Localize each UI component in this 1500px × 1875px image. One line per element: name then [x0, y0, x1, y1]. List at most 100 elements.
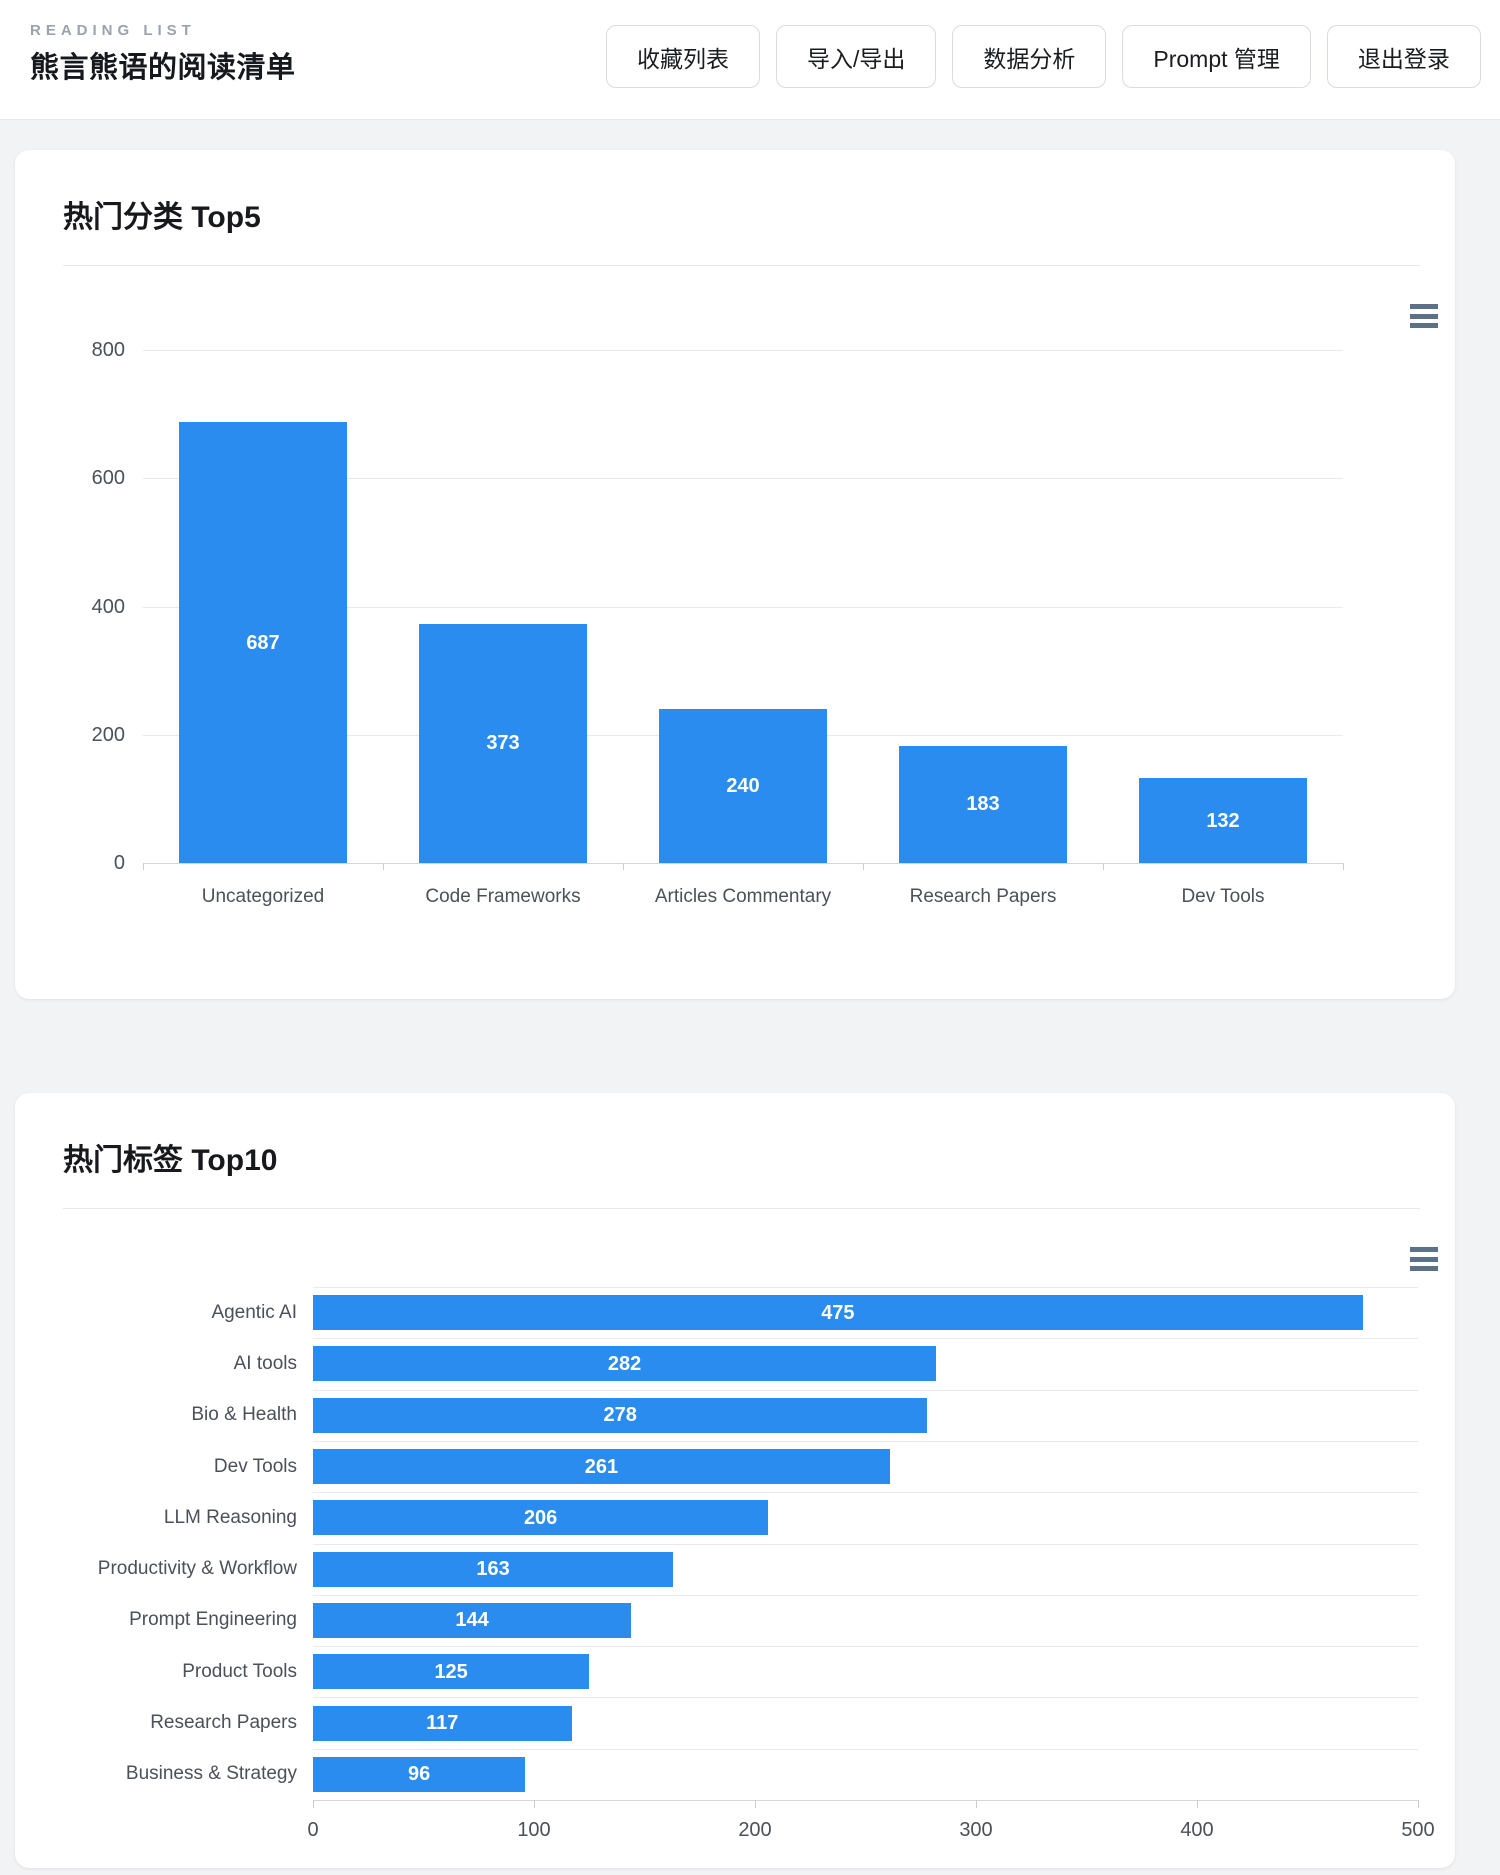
row-gridline [313, 1594, 1418, 1596]
tag-bar[interactable] [313, 1551, 674, 1587]
row-gridline [313, 1543, 1418, 1545]
tags-bar-chart: 0 100 200 300 400 500 475 Agentic AI 282 AI tools… [15, 1093, 1455, 1868]
data-analysis-button[interactable]: 数据分析 [952, 25, 1107, 88]
x-axis-tick [863, 863, 864, 870]
hamburger-bar [1410, 1247, 1438, 1252]
bar-value-label: 475 [821, 1301, 855, 1324]
x-tick-label: 0 [307, 1819, 319, 1841]
import-export-button[interactable]: 导入/导出 [776, 25, 937, 88]
card-divider [63, 1208, 1420, 1209]
bar-value-label: 240 [726, 775, 760, 798]
bar-value-label: 278 [603, 1404, 637, 1427]
x-axis-tick [623, 863, 624, 870]
tag-label: Agentic AI [211, 1301, 297, 1323]
bar-value-label: 125 [434, 1660, 468, 1683]
tag-label: LLM Reasoning [163, 1506, 297, 1528]
x-axis-line [313, 1800, 1418, 1801]
y-tick-label: 400 [91, 595, 125, 618]
popular-tags-card: 热门标签 Top10 0 100 200 300 400 500 475 Agentic AI… [15, 1093, 1455, 1868]
tag-bar[interactable] [313, 1397, 928, 1433]
bar-value-label: 163 [476, 1558, 510, 1581]
x-axis-tick [976, 1800, 977, 1808]
prompt-management-button[interactable]: Prompt 管理 [1122, 25, 1311, 88]
hamburger-bar [1410, 323, 1438, 328]
tag-label: Bio & Health [191, 1404, 297, 1426]
tag-bar[interactable] [313, 1449, 890, 1485]
card-title-categories: 热门分类 Top5 [63, 201, 261, 234]
row-gridline [313, 1492, 1418, 1494]
x-axis-line [143, 863, 1343, 864]
tag-label: Research Papers [150, 1712, 297, 1734]
categories-bar-chart: 0 200 400 600 800 687 Uncategorized 373 Code Fra… [15, 150, 1455, 999]
data-view-icon[interactable] [1410, 304, 1438, 328]
y-gridline [143, 478, 1343, 480]
y-tick-label: 0 [113, 852, 125, 874]
tag-bar[interactable] [313, 1602, 632, 1638]
category-bar[interactable] [419, 623, 587, 863]
logout-button[interactable]: 退出登录 [1326, 25, 1481, 88]
category-bar[interactable] [179, 422, 347, 863]
category-label: Research Papers [909, 886, 1057, 907]
x-tick-label: 400 [1180, 1819, 1214, 1841]
tag-label: AI tools [233, 1352, 297, 1374]
tag-bar[interactable] [313, 1346, 937, 1382]
tag-bar[interactable] [313, 1654, 590, 1690]
x-axis-tick [1418, 1800, 1419, 1808]
x-axis-tick [383, 863, 384, 870]
tag-label: Business & Strategy [125, 1763, 297, 1785]
top-header: READING LIST 熊言熊语的阅读清单 收藏列表 导入/导出 数据分析 Prom… [0, 0, 1500, 120]
row-gridline [313, 1287, 1418, 1288]
tag-label: Product Tools [182, 1660, 297, 1682]
row-gridline [313, 1697, 1418, 1699]
header-nav: 收藏列表 导入/导出 数据分析 Prompt 管理 退出登录 [606, 25, 1481, 88]
hamburger-bar [1410, 1266, 1438, 1271]
x-axis-tick [143, 863, 144, 870]
y-tick-label: 600 [91, 467, 125, 490]
row-gridline [313, 1748, 1418, 1750]
site-eyebrow: READING LIST [30, 22, 196, 39]
x-tick-label: 200 [738, 1819, 772, 1841]
bar-value-label: 183 [966, 793, 1000, 816]
x-tick-label: 100 [517, 1819, 551, 1841]
x-axis-tick [313, 1800, 314, 1808]
y-gridline [143, 350, 1343, 351]
row-gridline [313, 1338, 1418, 1340]
hamburger-bar [1410, 304, 1438, 309]
category-bar[interactable] [899, 745, 1067, 863]
bar-value-label: 282 [607, 1352, 642, 1375]
bar-value-label: 96 [407, 1763, 431, 1786]
row-gridline [313, 1440, 1418, 1442]
hamburger-bar [1410, 313, 1438, 319]
tag-bar[interactable] [313, 1756, 526, 1792]
bar-value-label: 206 [523, 1506, 558, 1529]
bar-value-label: 261 [584, 1455, 619, 1478]
y-gridline [143, 606, 1343, 608]
favorites-list-button[interactable]: 收藏列表 [606, 25, 760, 88]
category-bar[interactable] [1139, 778, 1307, 863]
x-tick-label: 500 [1401, 1819, 1435, 1841]
category-label: Dev Tools [1181, 886, 1265, 907]
data-view-icon[interactable] [1410, 1247, 1438, 1271]
tag-bar[interactable] [313, 1500, 769, 1536]
category-label: Articles Commentary [654, 886, 832, 907]
x-axis-tick [1103, 863, 1104, 870]
category-label: Uncategorized [201, 886, 325, 907]
x-axis-tick [1343, 863, 1344, 870]
x-axis-tick [534, 1800, 535, 1808]
site-title: 熊言熊语的阅读清单 [30, 52, 296, 84]
x-axis-tick [1197, 1800, 1198, 1808]
popular-categories-card: 热门分类 Top5 0 200 400 600 800 687 Uncategorized 3… [15, 150, 1455, 999]
tag-bar[interactable] [313, 1295, 1363, 1331]
tag-label: Productivity & Workflow [97, 1558, 297, 1580]
bar-value-label: 117 [426, 1712, 459, 1735]
category-label: Code Frameworks [425, 886, 581, 907]
x-axis-tick [755, 1800, 756, 1808]
y-tick-label: 800 [91, 339, 125, 361]
y-tick-label: 200 [91, 723, 125, 746]
bar-value-label: 132 [1206, 809, 1240, 832]
row-gridline [313, 1646, 1418, 1648]
card-title-tags: 热门标签 Top10 [63, 1144, 278, 1177]
tag-bar[interactable] [313, 1705, 572, 1741]
tag-label: Dev Tools [213, 1455, 297, 1477]
category-bar[interactable] [659, 709, 827, 863]
